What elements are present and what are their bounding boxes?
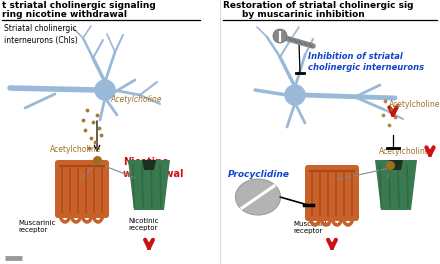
Text: Acetylcholine: Acetylcholine [389,100,440,109]
Text: Muscarinic
receptor: Muscarinic receptor [18,220,55,233]
Text: Acetylcholine: Acetylcholine [110,95,161,104]
Text: Nicotine
withdrawal: Nicotine withdrawal [123,157,184,179]
Circle shape [273,29,287,43]
Text: ring nicotine withdrawal: ring nicotine withdrawal [2,10,127,19]
Text: Muscarinic
receptor: Muscarinic receptor [293,221,330,234]
Text: Acetylcholine: Acetylcholine [50,145,101,154]
Circle shape [285,85,305,105]
FancyBboxPatch shape [55,160,109,218]
Circle shape [95,80,115,100]
Text: Nicotinic
receptor: Nicotinic receptor [128,218,158,231]
Polygon shape [142,160,156,170]
Text: by muscarinic inhibition: by muscarinic inhibition [242,10,365,19]
Polygon shape [128,160,170,210]
Ellipse shape [235,179,281,215]
Text: Procyclidine: Procyclidine [228,170,290,179]
Text: t striatal cholinergic signaling: t striatal cholinergic signaling [2,1,156,10]
Polygon shape [375,160,417,210]
Text: Restoration of striatal cholinergic sig: Restoration of striatal cholinergic sig [223,1,414,10]
Ellipse shape [235,179,281,215]
Text: Acetylcholine: Acetylcholine [379,148,430,157]
FancyBboxPatch shape [305,165,359,221]
Polygon shape [389,160,403,170]
Text: Striatal cholinergic
interneurons (ChIs): Striatal cholinergic interneurons (ChIs) [4,24,78,45]
Text: Inhibition of striatal
cholinergic interneurons: Inhibition of striatal cholinergic inter… [308,52,424,72]
